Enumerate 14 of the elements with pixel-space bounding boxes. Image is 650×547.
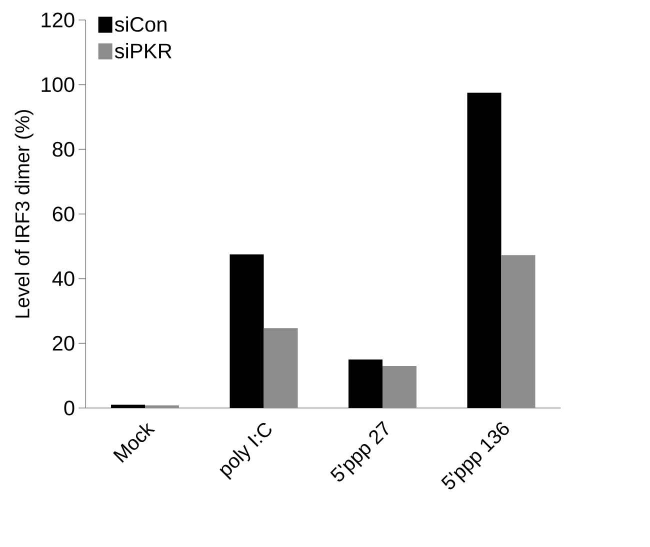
legend-label: siCon — [114, 16, 166, 32]
bar — [111, 404, 145, 408]
y-tick-label: 100 — [42, 77, 74, 92]
bar — [230, 254, 264, 408]
y-tick-label: 40 — [52, 271, 74, 286]
y-tick-label: 0 — [64, 400, 74, 416]
legend-label: siPKR — [114, 43, 172, 58]
y-tick-label: 60 — [52, 206, 74, 222]
y-tick-label: 20 — [52, 336, 74, 351]
bar — [348, 360, 382, 408]
y-axis-title: Level of IRF3 dimer (%) — [14, 110, 34, 318]
bar — [467, 92, 502, 408]
y-tick-label: 120 — [42, 12, 74, 28]
y-tick-label: 80 — [52, 142, 74, 157]
